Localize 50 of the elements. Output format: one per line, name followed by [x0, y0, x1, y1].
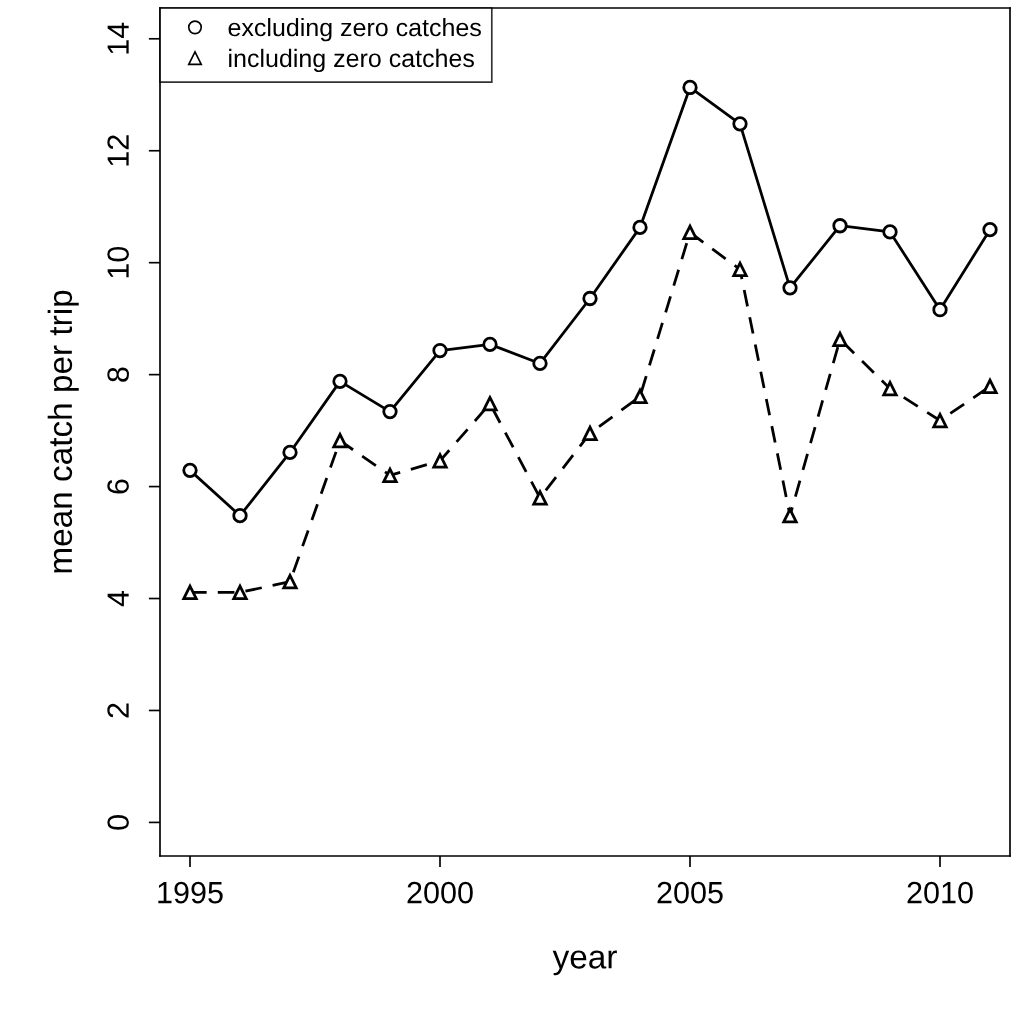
point: [632, 388, 648, 405]
point: [382, 403, 398, 420]
point: [932, 412, 948, 429]
point: [432, 453, 448, 469]
point: [832, 218, 848, 234]
point: [332, 373, 348, 389]
legend-label: including zero catches: [229, 48, 474, 73]
y-tick-label: 10: [107, 246, 129, 278]
x-tick-label: 2005: [657, 881, 723, 904]
y-tick-label: 14: [107, 22, 129, 54]
point: [882, 380, 898, 397]
x-tick-label: 1995: [158, 881, 223, 904]
y-tick-label: 8: [107, 367, 129, 382]
point: [432, 342, 448, 359]
y-tick-label: 2: [107, 703, 129, 718]
y-tick-label: 0: [107, 815, 129, 830]
point: [882, 224, 898, 240]
point: [482, 336, 498, 353]
point: [182, 584, 198, 600]
y-axis-title: mean catch per trip: [47, 290, 79, 573]
point: [732, 116, 748, 132]
x-tick-label: 2000: [407, 881, 473, 904]
point: [982, 378, 998, 395]
point: [532, 490, 548, 506]
point: [482, 396, 498, 412]
point: [232, 508, 248, 524]
point: [982, 222, 998, 238]
point: [282, 444, 298, 461]
point: [832, 331, 848, 347]
point: [582, 425, 598, 442]
point: [382, 467, 398, 484]
point: [732, 261, 748, 278]
legend-label: excluding zero catches: [228, 18, 481, 42]
point: [632, 219, 648, 236]
point: [682, 79, 698, 96]
x-axis-title: year: [552, 950, 617, 976]
point: [232, 584, 248, 600]
point: [332, 433, 348, 449]
point: [182, 462, 198, 478]
point: [932, 302, 948, 318]
y-tick-label: 4: [107, 590, 129, 607]
point: [282, 574, 298, 590]
point: [782, 280, 798, 296]
y-tick-label: 6: [107, 479, 129, 494]
point: [532, 355, 548, 372]
y-tick-label: 12: [107, 135, 129, 166]
point: [682, 224, 698, 241]
point: [582, 290, 598, 307]
point: [782, 508, 798, 524]
x-tick-label: 2010: [907, 881, 973, 904]
